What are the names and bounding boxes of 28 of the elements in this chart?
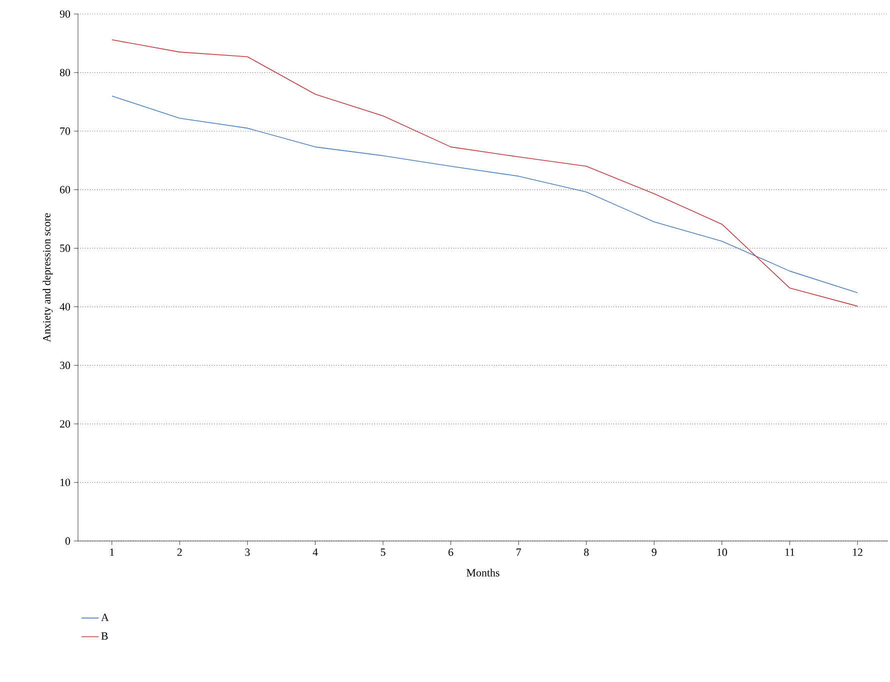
x-tick-label: 6 xyxy=(448,548,454,556)
x-tick-label: 3 xyxy=(245,548,250,556)
x-tick-label: 10 xyxy=(717,548,728,556)
legend-label: A xyxy=(101,614,109,621)
x-tick-label: 1 xyxy=(110,548,114,556)
x-tick-label: 11 xyxy=(785,548,794,556)
x-tick-label: 5 xyxy=(380,548,386,556)
line-series xyxy=(111,96,858,294)
x-tick-label: 8 xyxy=(584,548,589,556)
x-tick-label: 12 xyxy=(852,548,862,556)
x-axis-title: Months xyxy=(466,568,500,576)
y-tick-label: 30 xyxy=(60,362,70,370)
y-tick-label: 10 xyxy=(60,478,70,486)
x-tick-label: 9 xyxy=(652,548,656,556)
legend-label: B xyxy=(101,632,108,640)
y-tick-label: 40 xyxy=(60,303,70,310)
y-axis-title: Anxiety and depression score xyxy=(42,213,53,342)
y-tick-label: 50 xyxy=(60,244,70,252)
x-tick-label: 2 xyxy=(177,548,182,556)
line-series xyxy=(111,39,858,307)
y-tick-label: 90 xyxy=(60,10,70,18)
y-tick-label: 0 xyxy=(65,537,70,545)
y-tick-label: 60 xyxy=(60,186,70,194)
y-tick-label: 20 xyxy=(60,420,70,428)
x-tick-label: 7 xyxy=(516,548,522,556)
x-tick-label: 4 xyxy=(312,548,318,556)
y-tick-label: 80 xyxy=(60,68,70,76)
y-tick-label: 70 xyxy=(60,127,70,135)
